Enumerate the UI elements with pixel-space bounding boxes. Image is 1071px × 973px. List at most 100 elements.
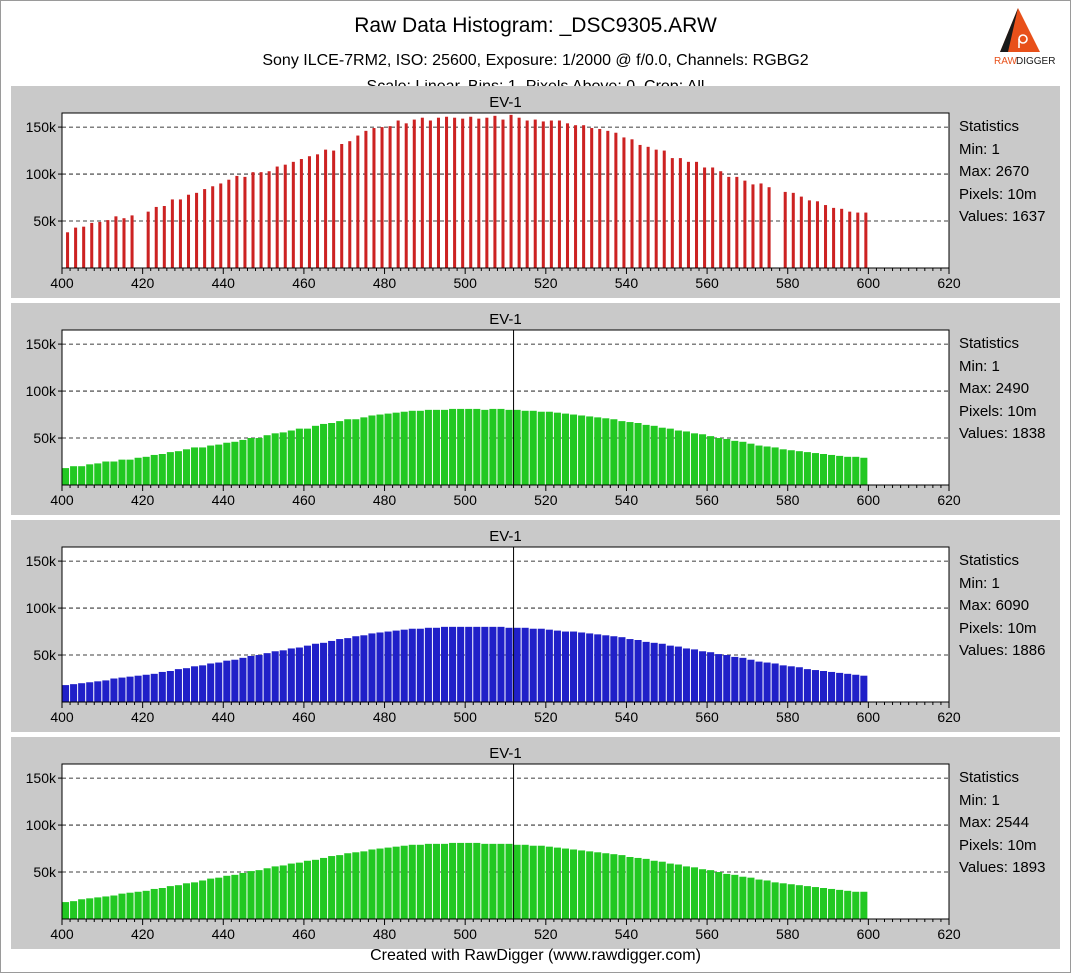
histogram-bar <box>521 844 529 919</box>
histogram-bar <box>751 184 755 268</box>
histogram-bar <box>485 117 489 269</box>
histogram-bar <box>420 117 424 269</box>
histogram-bar <box>311 643 320 702</box>
histogram-bar <box>376 414 384 485</box>
stats-max: Max: 2544 <box>959 814 1030 831</box>
x-tick-label: 520 <box>534 492 558 508</box>
histogram-bar <box>521 410 529 485</box>
histogram-bar <box>440 626 449 702</box>
histogram-bar <box>328 856 336 919</box>
histogram-bar <box>860 457 868 485</box>
histogram-bar <box>690 433 699 485</box>
histogram-bar <box>747 443 755 485</box>
histogram-bar <box>263 868 271 919</box>
histogram-bar <box>743 180 747 268</box>
histogram-bar <box>497 626 505 702</box>
histogram-bar <box>505 409 513 485</box>
histogram-bar <box>670 158 674 268</box>
histogram-bar <box>727 176 731 268</box>
footer-credit: Created with RawDigger (www.rawdigger.co… <box>370 947 701 964</box>
histogram-bar <box>396 120 400 268</box>
histogram-bar <box>747 659 755 702</box>
histogram-bar <box>557 120 561 268</box>
histogram-bar <box>102 680 110 702</box>
histogram-bar <box>658 427 666 485</box>
histogram-bar <box>110 461 118 485</box>
histogram-panel-g: 50k 100k 150k 400 420 440 460 480 500 520 540 560 58… <box>11 303 1060 515</box>
histogram-panel-b: 50k 100k 150k 400 420 440 460 480 500 520 540 560 58… <box>11 520 1060 732</box>
histogram-bar <box>844 890 852 919</box>
histogram-bar <box>449 408 457 485</box>
histogram-bar <box>126 892 134 919</box>
histogram-bar <box>723 655 731 702</box>
histogram-bar <box>707 436 715 485</box>
x-tick-label: 460 <box>292 492 316 508</box>
histogram-bar <box>295 428 303 485</box>
histogram-bar <box>811 887 819 919</box>
histogram-bar <box>118 677 126 702</box>
histogram-bar <box>787 666 795 702</box>
histogram-bar <box>690 867 699 919</box>
histogram-bar <box>191 447 199 485</box>
histogram-bar <box>223 442 231 485</box>
y-tick-label: 150k <box>26 770 57 786</box>
histogram-bar <box>303 860 311 919</box>
stats-pixels: Pixels: 10m <box>959 619 1037 637</box>
histogram-bar <box>195 192 199 268</box>
histogram-bar <box>453 117 457 269</box>
histogram-title: Raw Data Histogram: _DSC9305.ARW <box>354 14 717 37</box>
stats-values: Values: 1637 <box>959 208 1046 225</box>
x-tick-label: 460 <box>292 275 316 291</box>
histogram-bar <box>207 663 215 702</box>
histogram-bar <box>561 413 570 485</box>
histogram-bar <box>537 845 545 919</box>
histogram-bar <box>287 430 295 485</box>
histogram-bar <box>795 667 803 702</box>
histogram-bar <box>658 861 666 919</box>
histogram-bar <box>771 663 779 702</box>
statistics-box: Statistics Min: 1 Max: 6090 Pixels: 10m … <box>959 550 1045 663</box>
histogram-panel-g2: 50k 100k 150k 400 420 440 460 480 500 520 540 560 58… <box>11 737 1060 949</box>
histogram-bar <box>598 128 602 268</box>
x-tick-label: 440 <box>212 926 236 942</box>
histogram-bar <box>469 116 473 269</box>
histogram-bar <box>388 126 392 268</box>
histogram-bar <box>78 466 86 485</box>
histogram-bar <box>416 844 424 919</box>
histogram-bar <box>537 411 545 485</box>
histogram-bar <box>739 876 747 919</box>
histogram-bar <box>618 855 626 919</box>
histogram-bar <box>763 446 771 485</box>
histogram-bar <box>840 208 844 268</box>
histogram-bar <box>465 626 473 702</box>
histogram-bar <box>489 626 497 702</box>
histogram-bar <box>158 888 166 919</box>
histogram-bar <box>384 413 392 485</box>
stats-max: Max: 2670 <box>959 163 1030 180</box>
histogram-bar <box>90 222 94 268</box>
histogram-bar <box>824 205 828 268</box>
histogram-bar <box>162 206 166 268</box>
stats-heading: Statistics <box>959 769 1020 786</box>
histogram-bar <box>755 661 763 702</box>
histogram-bar <box>340 144 344 268</box>
y-tick-label: 50k <box>33 647 57 663</box>
histogram-bar <box>102 896 110 919</box>
histogram-bar <box>449 842 457 919</box>
histogram-bar <box>465 408 473 485</box>
histogram-bar <box>432 409 440 485</box>
x-tick-label: 440 <box>212 492 236 508</box>
histogram-bar <box>271 433 279 485</box>
x-tick-label: 460 <box>292 926 316 942</box>
histogram-bar <box>78 683 86 702</box>
histogram-bar <box>352 636 360 702</box>
histogram-bar <box>779 883 787 919</box>
histogram-bar <box>307 156 311 268</box>
histogram-bar <box>360 417 368 485</box>
histogram-bar <box>803 886 811 919</box>
histogram-bar <box>118 893 126 919</box>
histogram-bar <box>78 899 86 919</box>
histogram-bar <box>489 843 497 919</box>
histogram-bar <box>142 674 150 702</box>
histogram-bar <box>291 161 295 268</box>
